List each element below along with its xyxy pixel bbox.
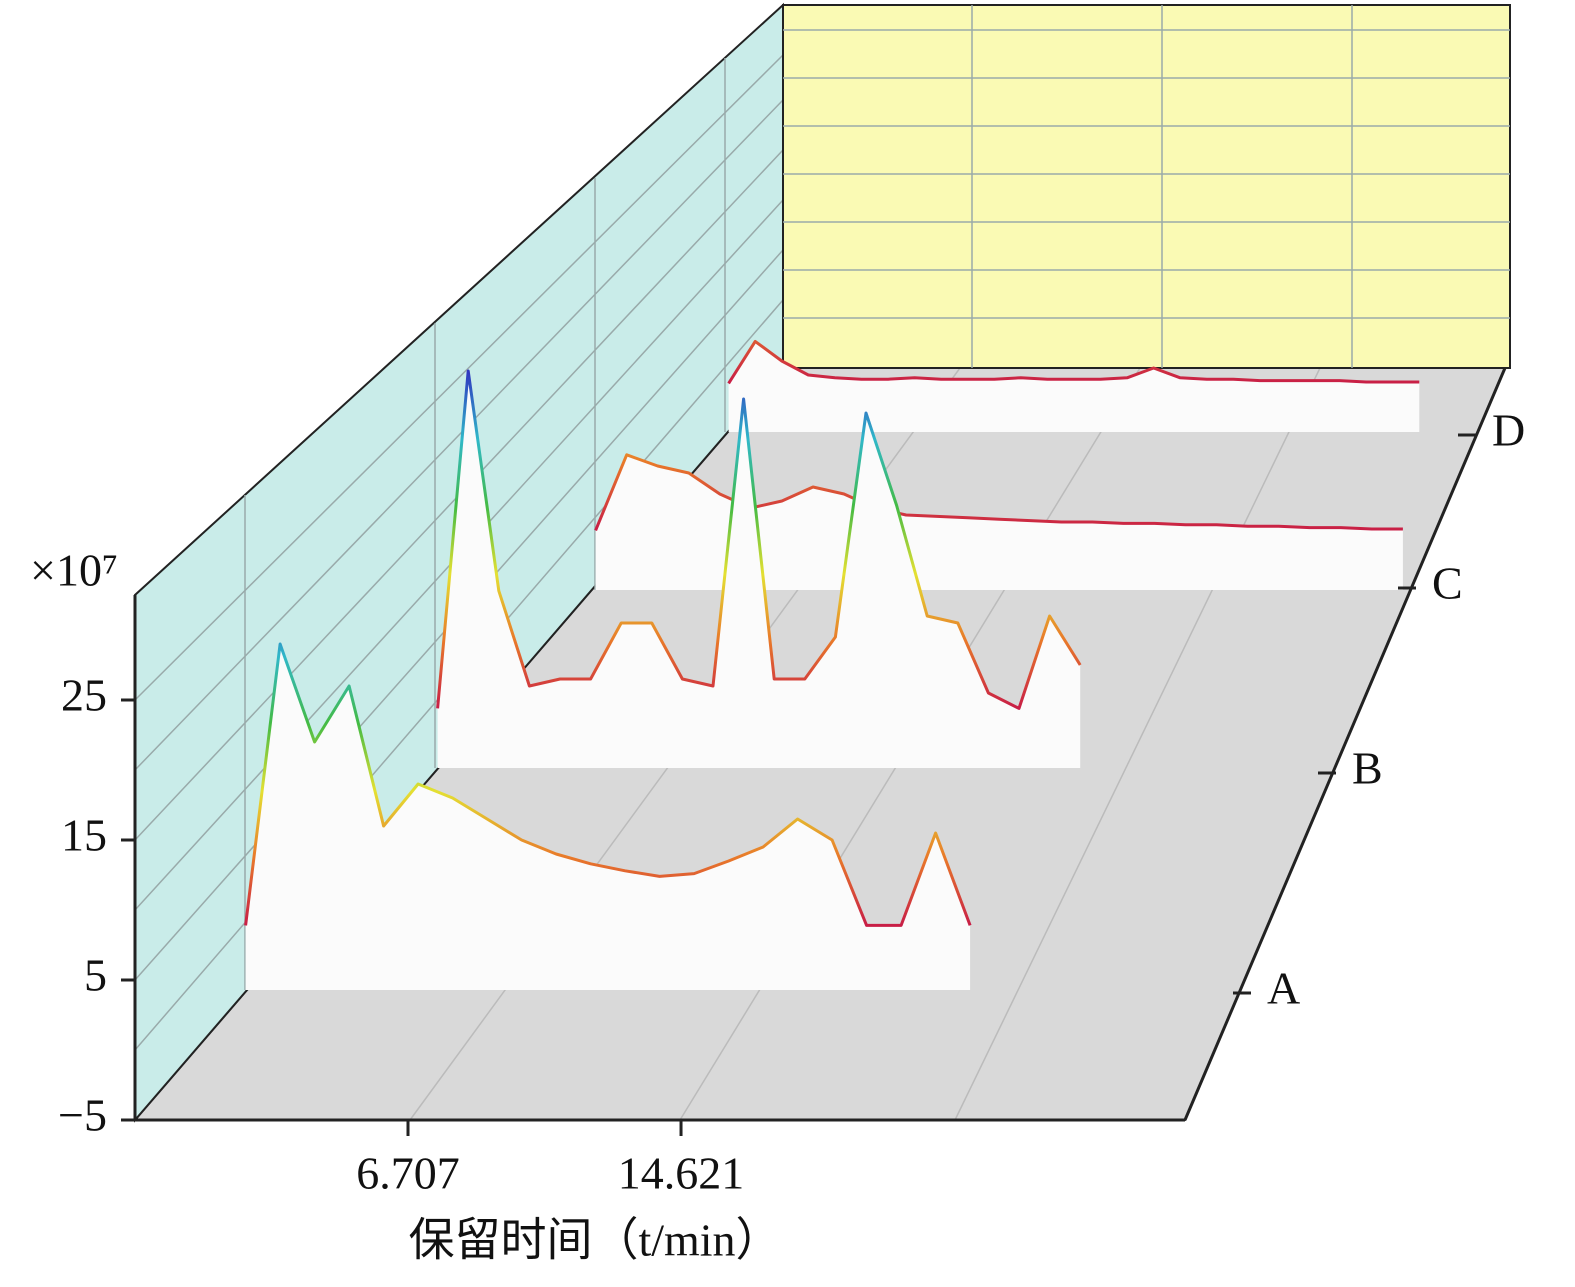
y-tick-label: 25: [61, 670, 107, 721]
trace-area: [245, 644, 971, 990]
trace-area: [595, 454, 1403, 590]
trace-area: [437, 371, 1081, 768]
series-label: B: [1352, 743, 1383, 794]
trace-area: [728, 341, 1420, 432]
x-tick-label: 6.707: [356, 1148, 460, 1199]
trace-line: [727, 339, 1420, 385]
x-tick-label: 14.621: [618, 1148, 745, 1199]
series-label: C: [1432, 558, 1463, 609]
x-axis-label: 保留时间（t/min）: [408, 1215, 781, 1266]
y-tick-label: 15: [61, 810, 107, 861]
trace-line: [244, 642, 972, 927]
depth-axis: [1183, 367, 1507, 1121]
y-tick-label: −5: [58, 1090, 107, 1141]
trace-line: [594, 453, 1403, 531]
trace-line: [436, 369, 1082, 710]
y-tick-label: 5: [84, 950, 107, 1001]
series-label: A: [1267, 963, 1300, 1014]
back-wall: [782, 4, 1511, 369]
series-label: D: [1492, 405, 1525, 456]
y-unit-label: ×10⁷: [30, 545, 118, 596]
